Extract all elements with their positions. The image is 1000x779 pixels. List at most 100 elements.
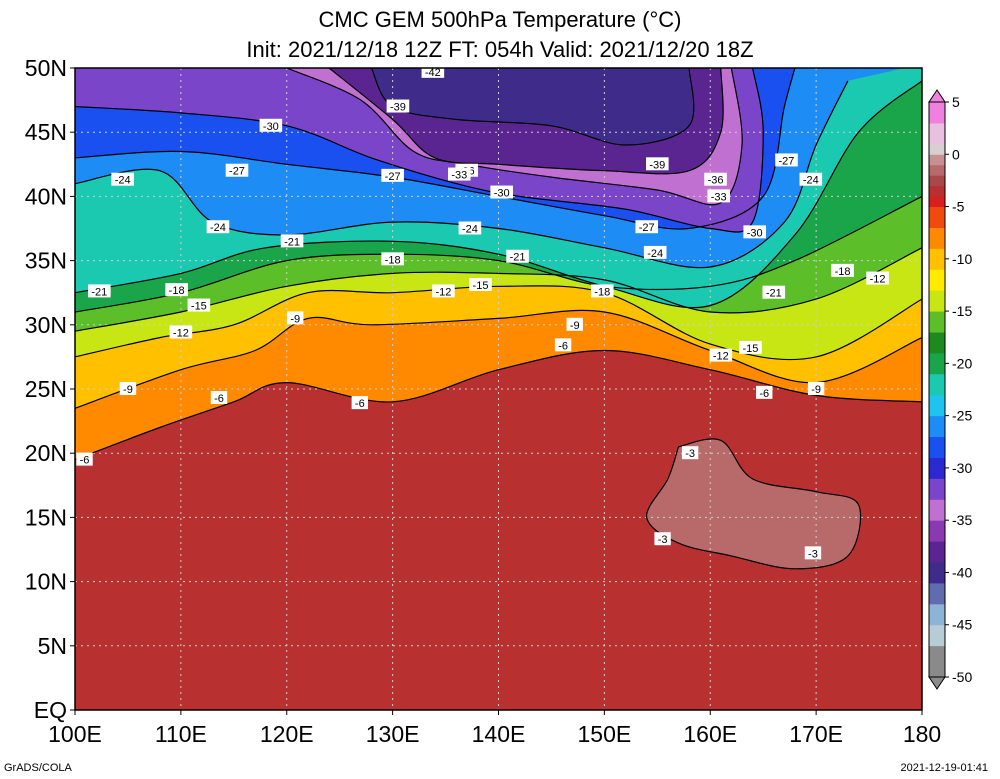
- colorbar-label: -20: [952, 355, 972, 371]
- contour-label-box: [831, 263, 854, 277]
- contour-label: -9: [570, 320, 580, 332]
- colorbar-label: -35: [952, 512, 972, 528]
- colorbar-segment: [929, 217, 945, 228]
- contour-label-box: [458, 221, 482, 235]
- contour-label: -18: [835, 266, 851, 278]
- colorbar-segment: [929, 112, 945, 124]
- contour-label: -18: [385, 254, 401, 266]
- colorbar-segment: [929, 102, 945, 113]
- colorbar-label: -10: [952, 251, 972, 267]
- isotherm-line: [646, 438, 862, 570]
- contour-label-box: [707, 189, 731, 203]
- contour-label-box: [381, 168, 404, 182]
- contour-label: -24: [115, 175, 131, 187]
- contour-label-box: [590, 284, 614, 298]
- colorbar-segment: [929, 562, 945, 573]
- contour-label-box: [206, 220, 230, 234]
- contour-label: -3: [685, 448, 695, 460]
- colorbar-segment: [929, 321, 945, 333]
- colorbar-segment: [929, 405, 945, 417]
- contour-label: -21: [284, 236, 300, 248]
- contour-label: -33: [711, 191, 727, 203]
- contour-label: -30: [263, 121, 279, 133]
- colorbar-segment: [929, 154, 945, 166]
- colorbar-segment: [929, 300, 945, 312]
- contour-label: -15: [743, 343, 759, 355]
- contour-label-box: [756, 385, 773, 399]
- contour-label: -39: [649, 159, 665, 171]
- colorbar-segment: [929, 645, 945, 657]
- contour-label-box: [799, 172, 823, 186]
- contour-label: -33: [451, 170, 467, 182]
- x-tick-label: 160E: [683, 721, 737, 747]
- contour-label-box: [469, 277, 492, 291]
- contour-label: -15: [191, 301, 207, 313]
- contour-label-box: [804, 546, 822, 560]
- y-tick-label: 10N: [25, 569, 67, 595]
- contour-label-box: [280, 234, 304, 248]
- contour-label-box: [554, 338, 572, 352]
- colorbar-segment: [929, 447, 945, 458]
- colorbar-segment: [929, 133, 945, 145]
- colorbar-segment: [929, 614, 945, 626]
- contour-label: -27: [385, 171, 401, 183]
- warm-pool-region: [646, 438, 861, 569]
- colorbar-segment: [929, 122, 945, 134]
- colorbar-label: -5: [952, 199, 965, 215]
- contour-label: -12: [713, 351, 729, 363]
- colorbar-segment: [929, 551, 945, 563]
- contour-label-box: [76, 452, 93, 466]
- y-tick-label: 15N: [25, 504, 67, 530]
- colorbar-segment: [929, 541, 945, 553]
- colorbar-segment: [929, 656, 945, 668]
- colorbar-segment: [929, 530, 945, 542]
- isotherm-line: [286, 68, 743, 206]
- x-tick-label: 150E: [578, 721, 632, 747]
- colorbar-label: 5: [952, 94, 960, 110]
- x-tick-label: 130E: [366, 721, 420, 747]
- contour-label-box: [866, 271, 889, 285]
- colorbar-segment: [929, 279, 945, 291]
- colorbar-segment: [929, 593, 945, 605]
- contour-label: -6: [214, 393, 224, 405]
- map-axes: 100E 110E 120E 130E 140E 150E 160E 170E 180 EQ 5N 1…: [25, 55, 941, 747]
- temperature-band: [75, 68, 694, 145]
- colorbar-label: -45: [952, 617, 972, 633]
- y-tick-label: 40N: [25, 183, 67, 209]
- colorbar-segment: [929, 436, 945, 448]
- contour-label-box: [566, 317, 583, 331]
- colorbar-segment: [929, 164, 945, 176]
- y-tick-label: 20N: [25, 440, 67, 466]
- map-subtitle: Init: 2021/12/18 12Z FT: 054h Valid: 202…: [246, 37, 754, 62]
- contour-label: -18: [594, 286, 610, 298]
- contour-label-box: [448, 167, 471, 181]
- colorbar-segment: [929, 394, 945, 406]
- x-tick-label: 170E: [789, 721, 843, 747]
- colorbar-segment: [929, 624, 945, 636]
- isotherm-line: [75, 309, 922, 409]
- isotherm-line: [75, 80, 922, 309]
- contour-label: -42: [425, 67, 441, 79]
- contour-label-box: [111, 172, 134, 186]
- colorbar-segment: [929, 175, 945, 187]
- contour-label-box: [775, 153, 798, 167]
- colorbar-segment: [929, 227, 945, 239]
- contour-label: -24: [803, 175, 819, 187]
- contour-label-box: [169, 325, 193, 339]
- contour-label: -9: [123, 384, 133, 396]
- colorbar-label: -30: [952, 460, 972, 476]
- contour-label: -21: [91, 286, 107, 298]
- isotherm-line: [75, 195, 922, 313]
- x-tick-label: 110E: [155, 721, 207, 747]
- footer-timestamp: 2021-12-19-01:41: [900, 762, 988, 774]
- contour-label: -9: [290, 313, 300, 325]
- contour-label-box: [225, 163, 249, 177]
- contour-label-box: [646, 157, 669, 171]
- contour-label-box: [643, 245, 667, 259]
- contour-label-box: [704, 172, 727, 186]
- contour-label-box: [490, 185, 513, 199]
- contour-label: -12: [870, 274, 886, 286]
- contour-label: -6: [80, 455, 90, 467]
- contour-label: -36: [708, 175, 724, 187]
- footer-credit: GrADS/COLA: [4, 762, 72, 774]
